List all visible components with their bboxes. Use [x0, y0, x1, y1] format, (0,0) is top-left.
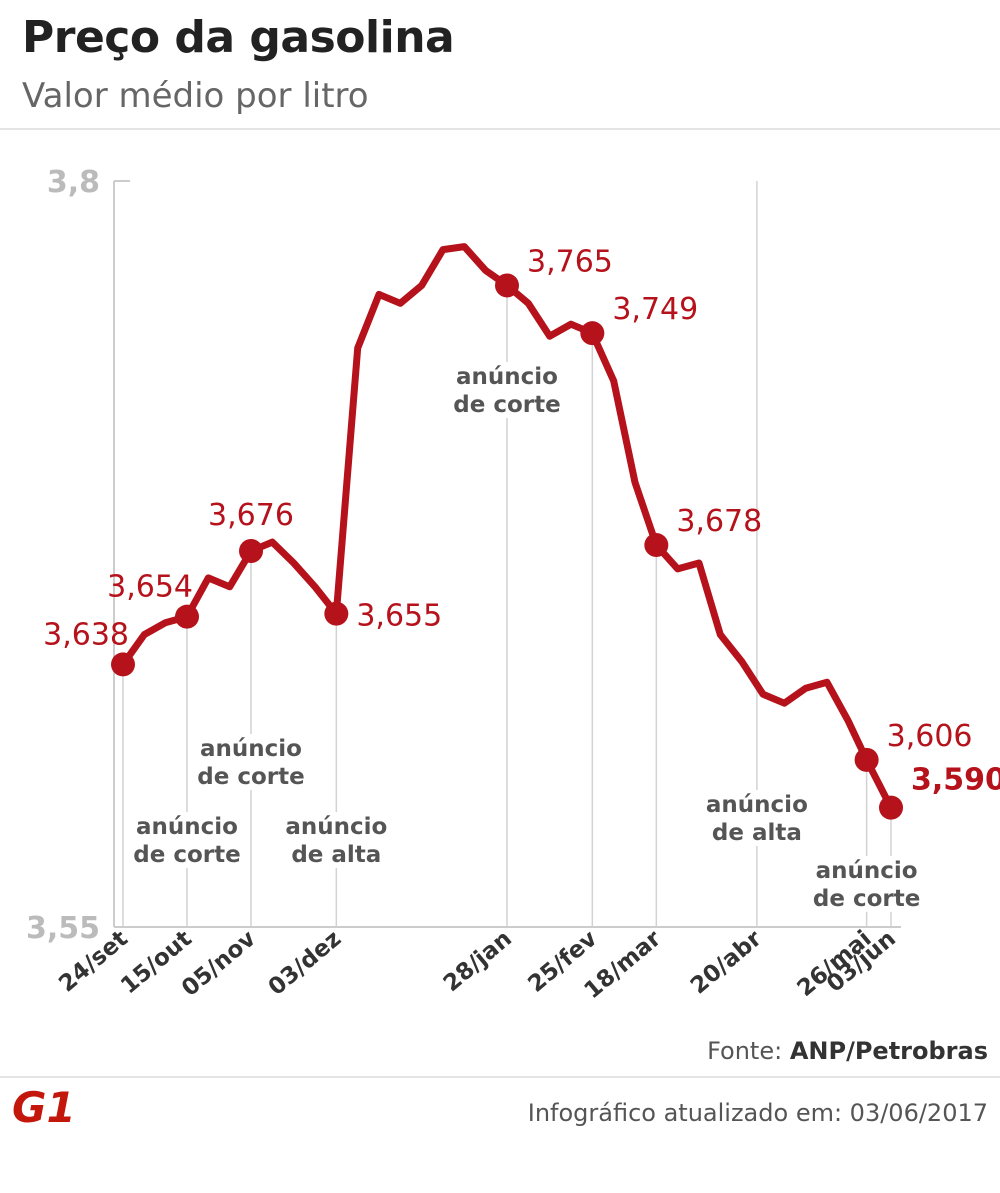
data-value-label: 3,655 — [356, 599, 442, 634]
data-point-marker — [175, 604, 199, 629]
data-point-marker — [495, 273, 519, 298]
annotation-bg — [816, 856, 917, 884]
annotation-bg — [456, 362, 558, 390]
data-point-marker — [854, 747, 879, 772]
y-tick-label: 3,8 — [47, 165, 100, 200]
header-divider — [0, 128, 1000, 130]
footer-divider — [0, 1076, 1000, 1078]
annotation-bg — [130, 840, 244, 868]
annotation-bg — [706, 790, 808, 818]
annotation-bg — [286, 840, 387, 868]
data-point-marker — [111, 652, 135, 677]
annotation-bg — [450, 390, 564, 418]
event-annotation: anúncio — [706, 792, 808, 818]
data-value-label: 3,654 — [107, 570, 193, 605]
event-annotation: de corte — [813, 886, 920, 912]
event-annotation: anúncio — [200, 736, 302, 762]
x-tick-label: 03/dez — [264, 926, 346, 1001]
x-tick-label: 28/jan — [439, 926, 517, 997]
annotation-bg — [809, 884, 924, 912]
event-annotation: de corte — [197, 764, 304, 790]
event-annotation: anúncio — [456, 364, 558, 390]
event-annotation: anúncio — [816, 858, 918, 884]
x-tick-label: 20/abr — [686, 925, 767, 999]
data-point-marker — [580, 321, 605, 346]
event-annotation: de alta — [712, 820, 802, 846]
g1-logo: G1 — [12, 1083, 76, 1132]
annotation-bg — [706, 818, 808, 846]
annotation-bg — [200, 734, 302, 762]
event-annotation: de corte — [133, 842, 240, 868]
data-value-label: 3,749 — [612, 292, 698, 327]
update-date: Infográfico atualizado em: 03/06/2017 — [527, 1099, 988, 1127]
data-point-marker — [644, 533, 669, 558]
data-point-marker — [879, 795, 903, 820]
event-annotation: de corte — [453, 392, 560, 418]
event-annotation: de alta — [291, 842, 381, 868]
event-annotation: anúncio — [285, 814, 387, 840]
chart-title: Preço da gasolina — [22, 12, 455, 63]
y-tick-label: 3,55 — [26, 911, 100, 946]
annotation-bg — [194, 762, 308, 790]
source-label: Fonte: — [707, 1037, 783, 1065]
data-point-marker — [324, 601, 349, 626]
data-value-label: 3,676 — [208, 498, 294, 533]
data-value-label: 3,606 — [887, 719, 973, 754]
data-value-label: 3,678 — [676, 504, 762, 539]
annotation-bg — [136, 812, 238, 840]
chart-subtitle: Valor médio por litro — [22, 76, 369, 116]
annotation-bg — [286, 812, 387, 840]
g1-logo-text: G1 — [12, 1083, 76, 1132]
data-value-label: 3,590 — [911, 763, 1000, 798]
source-value: ANP/Petrobras — [789, 1037, 988, 1065]
data-value-label: 3,638 — [43, 617, 129, 652]
data-value-label: 3,765 — [527, 244, 613, 279]
source-credit: Fonte: ANP/Petrobras — [707, 1037, 988, 1065]
data-point-marker — [239, 539, 263, 564]
event-annotation: anúncio — [136, 814, 238, 840]
